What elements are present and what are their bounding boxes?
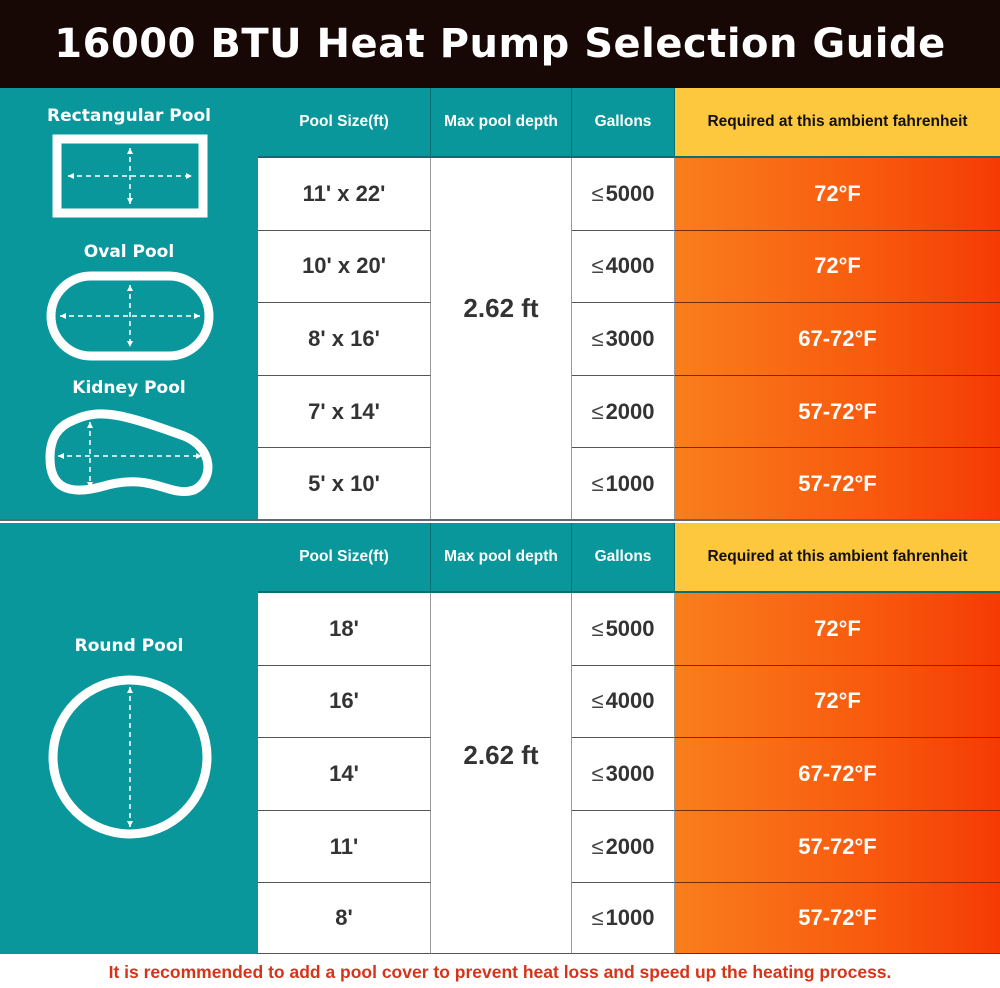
header-ambient: Required at this ambient fahrenheit (675, 88, 1000, 158)
oval-pool-icon (46, 271, 214, 361)
pool-size-cell: 8' x 16' (258, 303, 431, 376)
section-divider (0, 519, 1000, 523)
header-ambient: Required at this ambient fahrenheit (675, 523, 1000, 593)
temp-cell: 57-72°F (675, 448, 1000, 520)
page-title: 16000 BTU Heat Pump Selection Guide (54, 21, 946, 67)
pool-label-kidney: Kidney Pool (72, 378, 186, 398)
pool-label-round: Round Pool (74, 636, 184, 656)
rectangular-pool-icon (52, 134, 208, 218)
pool-size-cell: 18' (258, 593, 431, 666)
pool-size-cell: 14' (258, 738, 431, 811)
title-bar: 16000 BTU Heat Pump Selection Guide (0, 0, 1000, 88)
gallons-cell: ≤2000 (572, 375, 675, 449)
temp-cell: 72°F (675, 230, 1000, 304)
gallons-cell: ≤5000 (572, 593, 675, 666)
selection-table-1: Pool Size(ft) Max pool depth Gallons Req… (258, 88, 1000, 520)
pool-type-panel: Round Pool (0, 523, 258, 954)
kidney-pool-icon (45, 409, 213, 496)
pool-size-cell: 16' (258, 665, 431, 739)
header-gallons: Gallons (572, 523, 675, 593)
header-max-depth: Max pool depth (431, 523, 572, 593)
gallons-cell: ≤4000 (572, 665, 675, 739)
header-gallons: Gallons (572, 88, 675, 158)
gallons-cell: ≤2000 (572, 810, 675, 884)
selection-table-2: Pool Size(ft) Max pool depth Gallons Req… (258, 523, 1000, 954)
header-pool-size: Pool Size(ft) (258, 88, 431, 158)
round-pool-icon (48, 675, 212, 839)
gallons-cell: ≤3000 (572, 303, 675, 376)
max-depth-value: 2.62 ft (431, 158, 572, 520)
pool-size-cell: 10' x 20' (258, 230, 431, 304)
pool-size-cell: 11' (258, 810, 431, 884)
header-pool-size: Pool Size(ft) (258, 523, 431, 593)
temp-cell: 72°F (675, 593, 1000, 666)
gallons-cell: ≤5000 (572, 158, 675, 231)
temp-cell: 67-72°F (675, 303, 1000, 376)
pool-label-rectangular: Rectangular Pool (47, 106, 211, 126)
temp-cell: 57-72°F (675, 810, 1000, 884)
gallons-cell: ≤1000 (572, 448, 675, 520)
temp-cell: 72°F (675, 665, 1000, 739)
gallons-cell: ≤1000 (572, 883, 675, 954)
gallons-cell: ≤3000 (572, 738, 675, 811)
pool-size-cell: 7' x 14' (258, 375, 431, 449)
pool-size-cell: 5' x 10' (258, 448, 431, 520)
temp-cell: 57-72°F (675, 375, 1000, 449)
pool-type-panel: Rectangular Pool Oval Pool Kidney Pool (0, 88, 258, 520)
section-round-pools: Round Pool Pool Size(ft) Max pool depth … (0, 523, 1000, 954)
temp-cell: 57-72°F (675, 883, 1000, 954)
pool-cover-note: It is recommended to add a pool cover to… (108, 961, 892, 982)
section-shaped-pools: Rectangular Pool Oval Pool Kidney Pool P… (0, 88, 1000, 520)
pool-size-cell: 11' x 22' (258, 158, 431, 231)
pool-size-cell: 8' (258, 883, 431, 954)
header-max-depth: Max pool depth (431, 88, 572, 158)
max-depth-value: 2.62 ft (431, 593, 572, 954)
pool-label-oval: Oval Pool (83, 242, 175, 262)
temp-cell: 67-72°F (675, 738, 1000, 811)
temp-cell: 72°F (675, 158, 1000, 231)
gallons-cell: ≤4000 (572, 230, 675, 304)
